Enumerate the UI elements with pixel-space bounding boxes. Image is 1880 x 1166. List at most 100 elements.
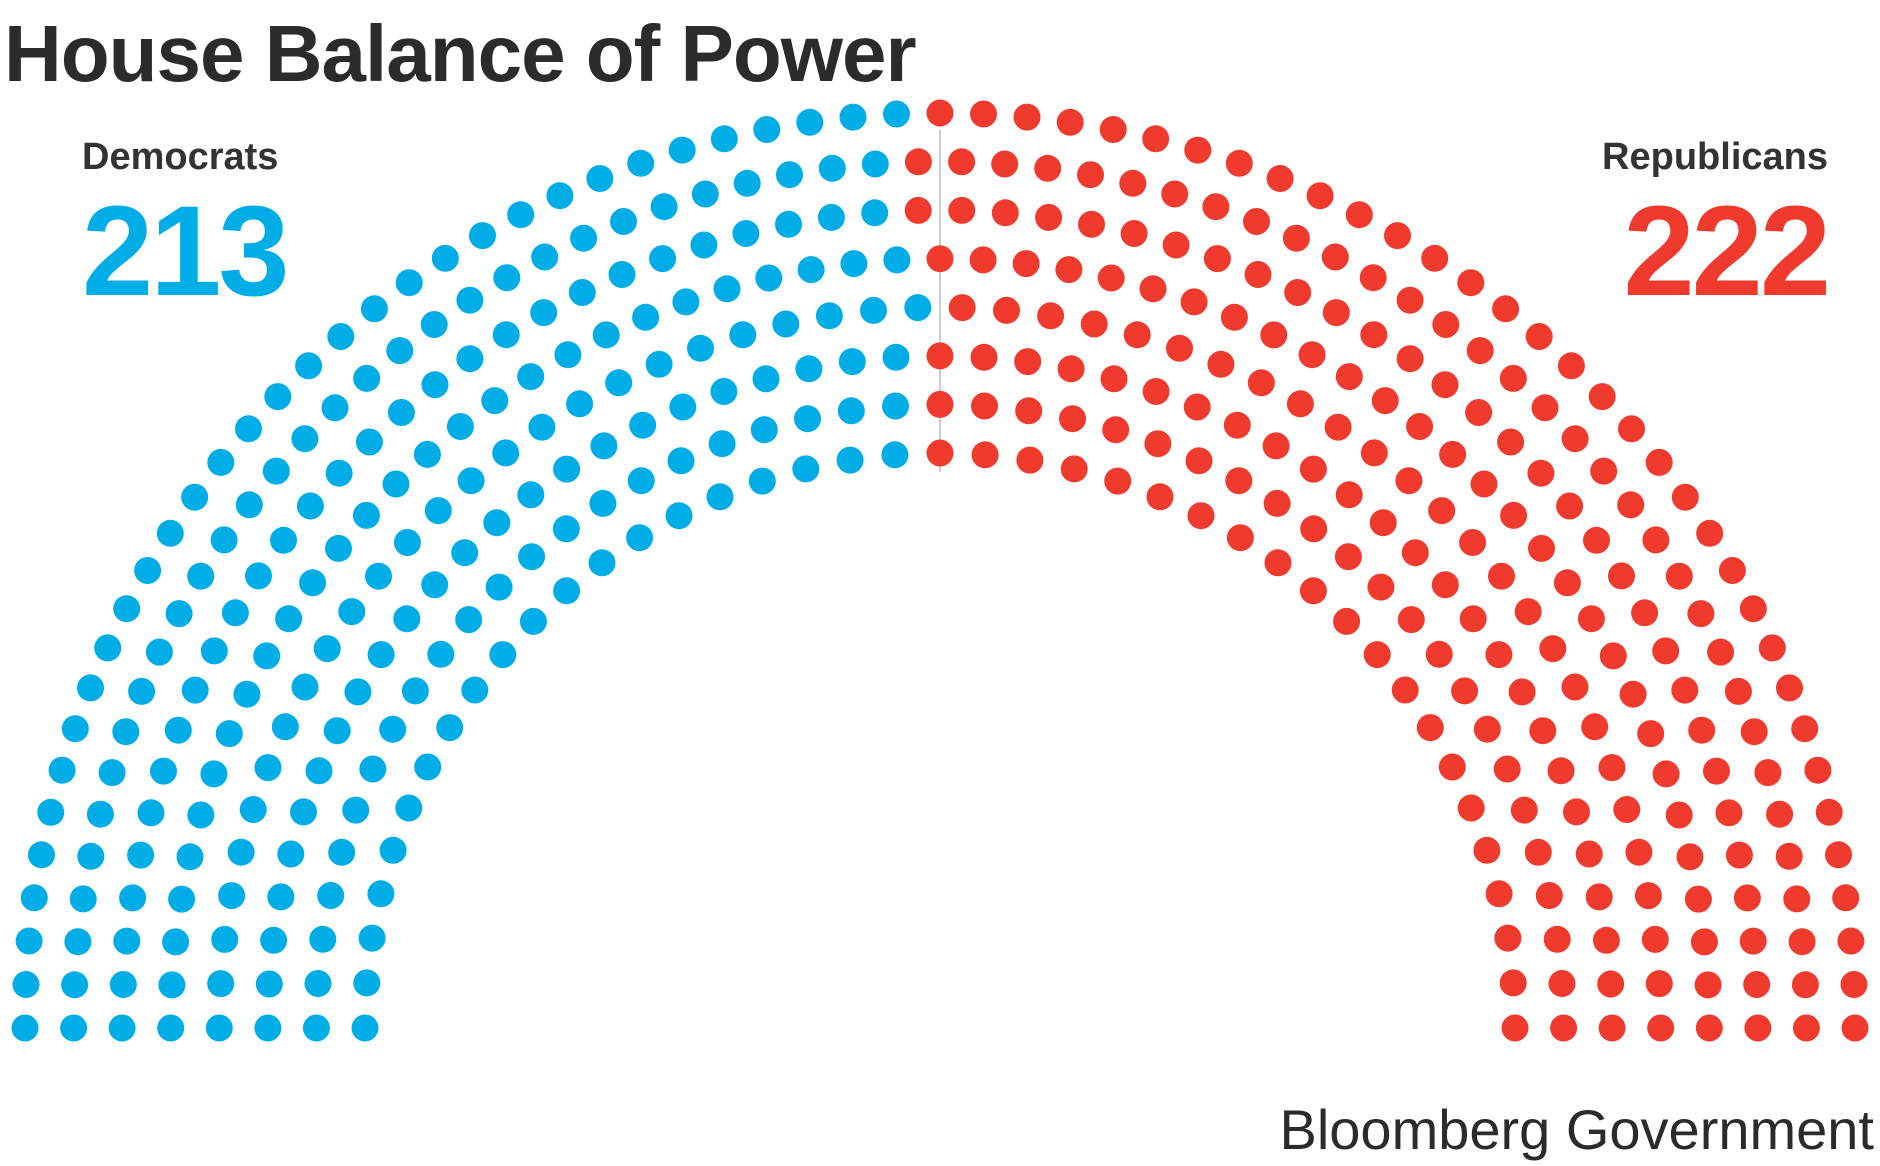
republican-seat (1583, 526, 1610, 554)
republican-seat (1016, 446, 1044, 474)
democrat-seat (427, 640, 455, 668)
democrat-seat (302, 1014, 330, 1042)
republican-seat (1508, 678, 1536, 706)
republican-seat (1335, 363, 1363, 391)
republican-seat (1284, 279, 1312, 306)
republican-seat (1306, 182, 1334, 210)
republican-seat (1371, 387, 1399, 415)
democrat-seat (840, 250, 868, 278)
republican-seat (1262, 432, 1290, 460)
democrat-seat (530, 299, 558, 327)
democrat-seat (365, 562, 392, 590)
democrat-seat (260, 926, 288, 954)
republican-seat (1406, 413, 1434, 440)
democrat-seat (528, 413, 556, 441)
republican-seat (1645, 970, 1673, 998)
democrat-seat (255, 970, 283, 998)
republican-seat (1792, 1014, 1820, 1042)
democrat-seat (221, 599, 249, 627)
democrat-seat (277, 840, 305, 868)
republican-seat (1220, 303, 1248, 331)
democrat-seat (313, 635, 341, 663)
republican-seat (1401, 539, 1429, 567)
democrat-seat (732, 220, 760, 247)
democrat-seat (355, 428, 383, 456)
democrat-seat (11, 1014, 39, 1042)
republican-seat (1395, 467, 1423, 495)
democrat-seat (309, 925, 337, 953)
democrat-seat (553, 577, 581, 605)
republican-seat (1363, 641, 1391, 669)
democrat-seat (145, 638, 173, 666)
republican-seat (1367, 573, 1395, 601)
republican-seat (1531, 394, 1559, 422)
democrat-seat (881, 441, 909, 469)
republican-seat (1183, 393, 1211, 421)
republican-seat (1634, 882, 1662, 910)
democrat-seat (531, 243, 559, 271)
democrat-seat (119, 884, 147, 912)
democrats-count: 213 (82, 180, 290, 323)
republican-seat (1324, 413, 1352, 441)
republican-seat (1037, 302, 1065, 330)
democrats-label: Democrats (82, 136, 279, 178)
republican-seat (991, 199, 1019, 227)
democrat-seat (553, 455, 581, 483)
republican-seat (1459, 529, 1487, 556)
democrat-seat (344, 678, 372, 706)
democrat-seat (794, 405, 821, 433)
republican-seat (1080, 310, 1108, 338)
republican-seat (1665, 562, 1693, 590)
democrat-seat (164, 716, 192, 744)
republican-seat (1832, 884, 1860, 912)
republican-seat (1585, 883, 1613, 911)
republican-seat (1645, 448, 1673, 476)
republican-seat (1825, 841, 1852, 869)
republican-seat (1671, 483, 1699, 511)
democrat-seat (353, 969, 381, 997)
democrat-seat (669, 393, 697, 421)
republican-seat (1266, 165, 1294, 192)
democrat-seat (233, 680, 261, 708)
republican-seat (970, 100, 997, 128)
republican-seat (1202, 193, 1230, 221)
republican-seat (1432, 311, 1460, 338)
democrat-seat (235, 415, 262, 443)
democrat-seat (254, 754, 282, 782)
democrat-seat (817, 203, 845, 231)
republican-seat (971, 392, 998, 420)
democrat-seat (667, 447, 695, 475)
democrat-seat (610, 208, 637, 235)
democrat-seat (589, 489, 617, 517)
democrat-seat (904, 294, 932, 322)
democrat-seat (590, 432, 618, 460)
democrat-seat (815, 302, 843, 330)
republican-seat (971, 441, 999, 469)
republican-seat (1548, 970, 1576, 997)
republican-seat (1298, 341, 1326, 369)
democrat-seat (748, 467, 776, 495)
republican-seat (1247, 369, 1275, 397)
democrat-seat (772, 310, 800, 338)
democrat-seat (296, 492, 324, 520)
democrat-seat (112, 718, 140, 746)
democrat-seat (275, 605, 303, 633)
democrat-seat (61, 971, 89, 999)
republican-seat (1119, 169, 1147, 197)
democrat-seat (304, 970, 332, 997)
democrat-seat (507, 201, 535, 229)
republican-seat (1335, 481, 1363, 509)
republican-seat (1791, 715, 1819, 743)
republican-seat (1139, 275, 1167, 303)
republican-seat (904, 196, 932, 224)
republican-seat (1514, 598, 1542, 626)
democrat-seat (168, 885, 196, 913)
republican-seat (1035, 203, 1063, 231)
republican-seat (1840, 971, 1868, 998)
democrat-seat (157, 1014, 185, 1042)
democrat-seat (570, 224, 598, 252)
republican-seat (970, 343, 998, 371)
democrat-seat (379, 715, 407, 743)
democrat-seat (162, 928, 190, 956)
republican-seat (1300, 515, 1328, 543)
